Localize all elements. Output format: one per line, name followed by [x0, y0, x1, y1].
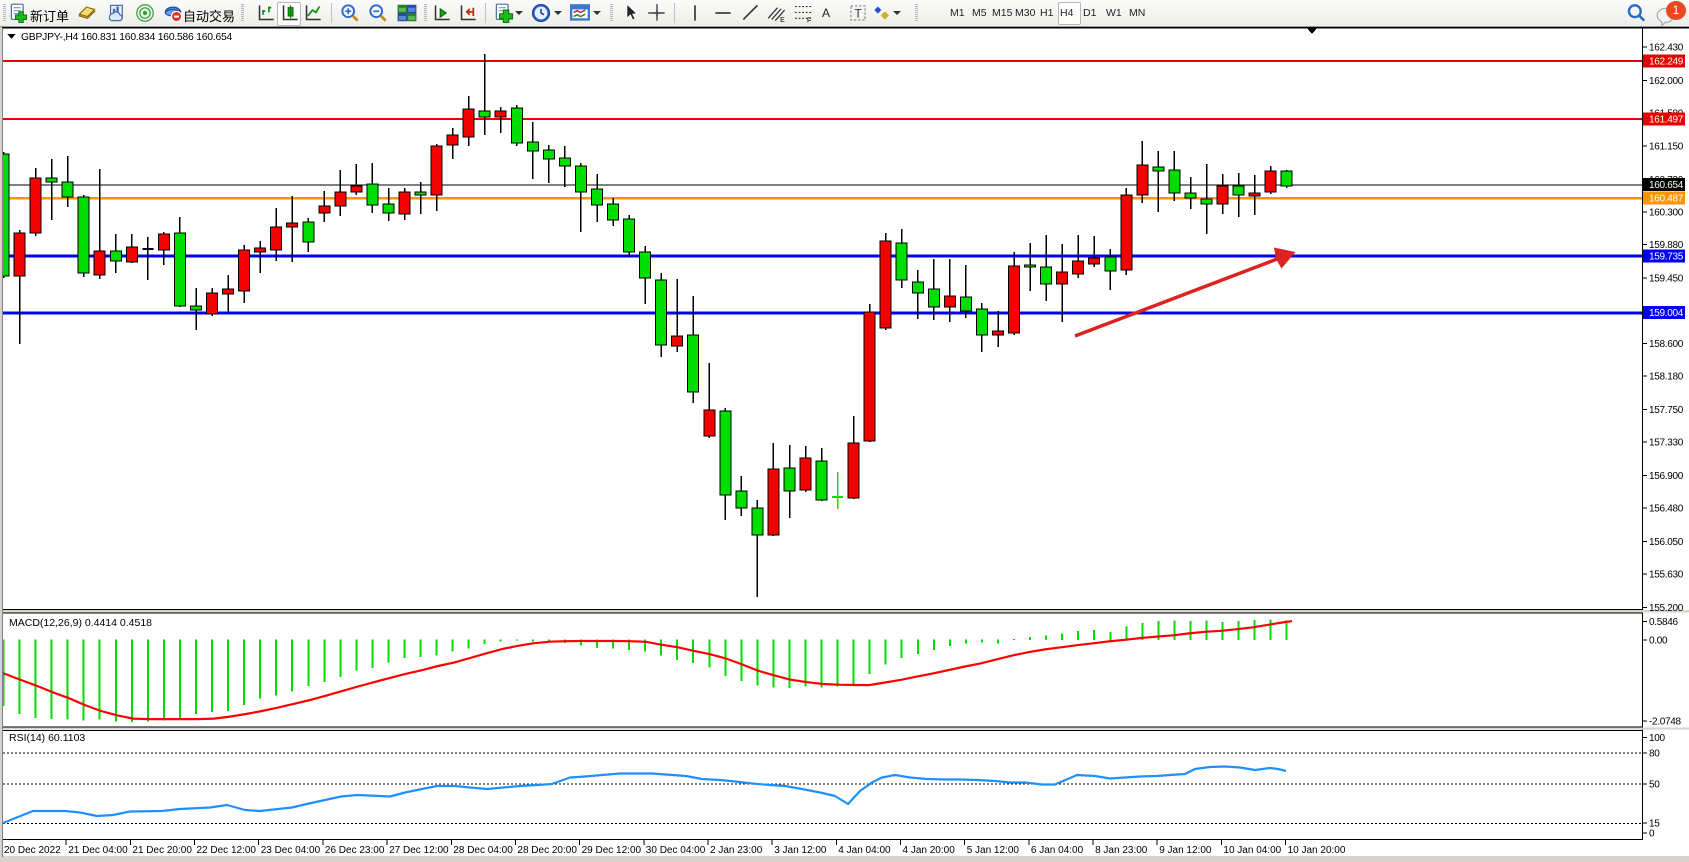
svg-text:10 Jan 20:00: 10 Jan 20:00 [1288, 845, 1346, 856]
svg-text:159.450: 159.450 [1649, 274, 1684, 285]
svg-text:23 Dec 04:00: 23 Dec 04:00 [261, 845, 321, 856]
svg-text:161.150: 161.150 [1649, 142, 1684, 153]
svg-text:8 Jan 23:00: 8 Jan 23:00 [1095, 845, 1148, 856]
svg-text:158.600: 158.600 [1649, 339, 1684, 350]
svg-text:T: T [854, 8, 861, 21]
svg-text:156.480: 156.480 [1649, 504, 1684, 515]
svg-text:E: E [780, 17, 785, 23]
svg-text:80: 80 [1649, 749, 1660, 760]
svg-text:158.180: 158.180 [1649, 372, 1684, 383]
svg-text:155.630: 155.630 [1649, 569, 1684, 580]
svg-text:0.5846: 0.5846 [1649, 617, 1679, 628]
svg-text:159.880: 159.880 [1649, 240, 1684, 251]
svg-text:28 Dec 20:00: 28 Dec 20:00 [517, 845, 577, 856]
svg-text:159.004: 159.004 [1649, 308, 1684, 319]
svg-text:157.330: 157.330 [1649, 438, 1684, 449]
svg-text:160.487: 160.487 [1649, 193, 1684, 204]
svg-text:3 Jan 12:00: 3 Jan 12:00 [774, 845, 827, 856]
svg-text:30 Dec 04:00: 30 Dec 04:00 [646, 845, 706, 856]
svg-text:162.430: 162.430 [1649, 42, 1684, 53]
svg-text:157.750: 157.750 [1649, 405, 1684, 416]
svg-text:15: 15 [1649, 819, 1660, 830]
svg-text:156.050: 156.050 [1649, 537, 1684, 548]
svg-text:0: 0 [1649, 829, 1655, 840]
svg-text:156.900: 156.900 [1649, 471, 1684, 482]
svg-text:159.735: 159.735 [1649, 251, 1684, 262]
svg-text:26 Dec 23:00: 26 Dec 23:00 [325, 845, 385, 856]
svg-text:22 Dec 12:00: 22 Dec 12:00 [197, 845, 257, 856]
svg-text:29 Dec 12:00: 29 Dec 12:00 [582, 845, 642, 856]
svg-text:50: 50 [1649, 780, 1660, 791]
svg-text:4 Jan 20:00: 4 Jan 20:00 [903, 845, 956, 856]
svg-text:155.200: 155.200 [1649, 603, 1684, 614]
svg-text:0.00: 0.00 [1649, 636, 1668, 647]
svg-text:-2.0748: -2.0748 [1649, 717, 1682, 728]
svg-text:GBPJPY-,H4 160.831 160.834 16: GBPJPY-,H4 160.831 160.834 160.586 160.6… [21, 32, 233, 43]
svg-text:21 Dec 04:00: 21 Dec 04:00 [68, 845, 128, 856]
svg-text:20 Dec 2022: 20 Dec 2022 [4, 845, 61, 856]
svg-text:27 Dec 12:00: 27 Dec 12:00 [389, 845, 449, 856]
svg-text:10 Jan 04:00: 10 Jan 04:00 [1223, 845, 1281, 856]
svg-text:21 Dec 20:00: 21 Dec 20:00 [132, 845, 192, 856]
svg-text:162.000: 162.000 [1649, 76, 1684, 87]
svg-text:6 Jan 04:00: 6 Jan 04:00 [1031, 845, 1084, 856]
svg-text:100: 100 [1649, 733, 1666, 744]
svg-text:F: F [807, 17, 812, 23]
svg-text:28 Dec 04:00: 28 Dec 04:00 [453, 845, 513, 856]
svg-text:RSI(14) 60.1103: RSI(14) 60.1103 [9, 732, 85, 744]
svg-text:160.300: 160.300 [1649, 208, 1684, 219]
svg-text:9 Jan 12:00: 9 Jan 12:00 [1159, 845, 1212, 856]
svg-text:5 Jan 12:00: 5 Jan 12:00 [967, 845, 1020, 856]
svg-text:MACD(12,26,9) 0.4414 0.4518: MACD(12,26,9) 0.4414 0.4518 [9, 617, 152, 629]
svg-text:162.249: 162.249 [1649, 57, 1684, 68]
svg-text:4 Jan 04:00: 4 Jan 04:00 [838, 845, 891, 856]
svg-text:2 Jan 23:00: 2 Jan 23:00 [710, 845, 763, 856]
svg-text:161.497: 161.497 [1649, 115, 1684, 126]
svg-text:160.654: 160.654 [1649, 180, 1684, 191]
